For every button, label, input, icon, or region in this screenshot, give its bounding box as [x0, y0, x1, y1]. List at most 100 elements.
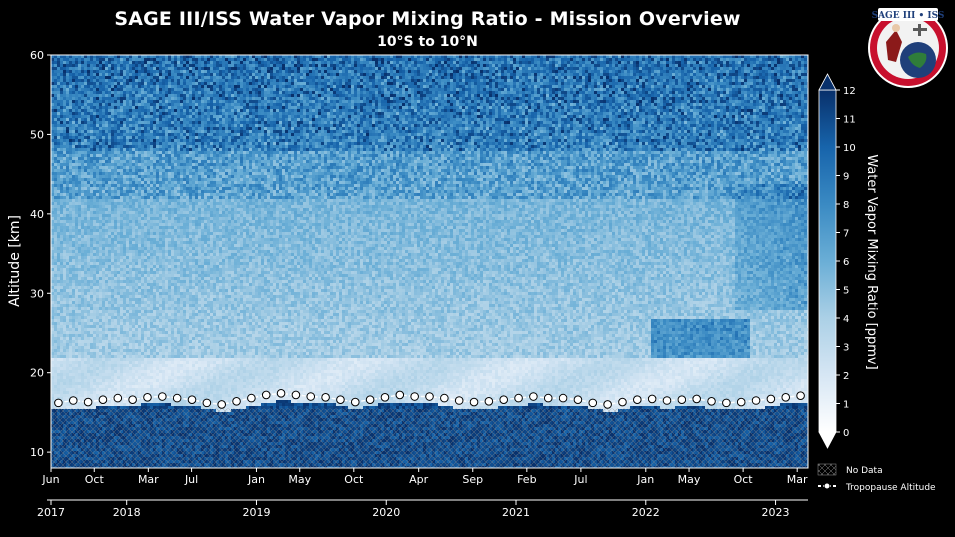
- heatmap-cell: [87, 337, 90, 340]
- heatmap-cell: [141, 259, 144, 262]
- heatmap-cell: [126, 154, 129, 157]
- heatmap-cell: [93, 103, 96, 106]
- heatmap-cell: [108, 253, 111, 256]
- heatmap-cell: [132, 319, 135, 322]
- heatmap-cell: [120, 403, 123, 406]
- heatmap-cell: [99, 253, 102, 256]
- heatmap-cell: [57, 244, 60, 247]
- heatmap-cell: [102, 343, 105, 346]
- heatmap-cell: [105, 259, 108, 262]
- heatmap-cell: [117, 352, 120, 355]
- heatmap-cell: [138, 319, 141, 322]
- heatmap-cell: [144, 292, 147, 295]
- heatmap-cell: [111, 115, 114, 118]
- heatmap-cell: [69, 223, 72, 226]
- heatmap-cell: [99, 187, 102, 190]
- heatmap-cell: [123, 295, 126, 298]
- heatmap-cell: [138, 214, 141, 217]
- heatmap-cell: [126, 355, 129, 358]
- heatmap-cell: [111, 154, 114, 157]
- heatmap-cell: [72, 340, 75, 343]
- heatmap-cell: [81, 229, 84, 232]
- heatmap-cell: [72, 70, 75, 73]
- heatmap-cell: [96, 151, 99, 154]
- heatmap-cell: [126, 187, 129, 190]
- heatmap-cell: [81, 331, 84, 334]
- heatmap-cell: [60, 247, 63, 250]
- heatmap-cell: [90, 256, 93, 259]
- heatmap-cell: [60, 241, 63, 244]
- heatmap-cell: [141, 355, 144, 358]
- heatmap-cell: [144, 88, 147, 91]
- heatmap-cell: [156, 217, 159, 220]
- heatmap-cell: [147, 202, 150, 205]
- heatmap-cell: [75, 292, 78, 295]
- heatmap-cell: [87, 334, 90, 337]
- heatmap-cell: [90, 199, 93, 202]
- heatmap-cell: [66, 61, 69, 64]
- heatmap-cell: [108, 199, 111, 202]
- heatmap-cell: [90, 169, 93, 172]
- heatmap-cell: [129, 94, 132, 97]
- heatmap-cell: [63, 166, 66, 169]
- heatmap-cell: [78, 340, 81, 343]
- heatmap-cell: [54, 160, 57, 163]
- heatmap-cell: [90, 67, 93, 70]
- heatmap-cell: [81, 142, 84, 145]
- heatmap-cell: [147, 295, 150, 298]
- heatmap-cell: [81, 253, 84, 256]
- heatmap-cell: [123, 388, 126, 391]
- heatmap-cell: [63, 193, 66, 196]
- heatmap-cell: [69, 340, 72, 343]
- heatmap-cell: [114, 193, 117, 196]
- heatmap-cell: [138, 328, 141, 331]
- heatmap-cell: [123, 400, 126, 403]
- heatmap-cell: [54, 169, 57, 172]
- heatmap-cell: [129, 292, 132, 295]
- heatmap-cell: [114, 298, 117, 301]
- heatmap-cell: [144, 115, 147, 118]
- heatmap-cell: [126, 283, 129, 286]
- heatmap-cell: [54, 211, 57, 214]
- heatmap-cell: [93, 184, 96, 187]
- heatmap-cell: [153, 280, 156, 283]
- heatmap-cell: [102, 379, 105, 382]
- heatmap-cell: [123, 61, 126, 64]
- heatmap-cell: [57, 241, 60, 244]
- heatmap-cell: [114, 94, 117, 97]
- heatmap-cell: [75, 289, 78, 292]
- heatmap-cell: [132, 127, 135, 130]
- heatmap-cell: [84, 394, 87, 397]
- heatmap-cell: [150, 118, 153, 121]
- heatmap-cell: [111, 247, 114, 250]
- heatmap-cell: [72, 58, 75, 61]
- heatmap-cell: [114, 346, 117, 349]
- heatmap-cell: [156, 358, 159, 361]
- heatmap-cell: [87, 79, 90, 82]
- heatmap-cell: [144, 103, 147, 106]
- heatmap-cell: [126, 271, 129, 274]
- heatmap-cell: [57, 148, 60, 151]
- heatmap-cell: [90, 151, 93, 154]
- heatmap-cell: [93, 226, 96, 229]
- heatmap-cell: [63, 235, 66, 238]
- heatmap-cell: [57, 64, 60, 67]
- heatmap-cell: [150, 400, 153, 403]
- heatmap-cell: [102, 361, 105, 364]
- heatmap-cell: [126, 256, 129, 259]
- heatmap-cell: [90, 82, 93, 85]
- heatmap-cell: [63, 94, 66, 97]
- heatmap-cell: [135, 160, 138, 163]
- heatmap-cell: [69, 58, 72, 61]
- heatmap-cell: [57, 178, 60, 181]
- heatmap-cell: [57, 73, 60, 76]
- heatmap-cell: [93, 130, 96, 133]
- heatmap-cell: [63, 202, 66, 205]
- heatmap-cell: [123, 133, 126, 136]
- heatmap-cell: [144, 172, 147, 175]
- heatmap-cell: [81, 322, 84, 325]
- heatmap-cell: [138, 157, 141, 160]
- heatmap-cell: [57, 385, 60, 388]
- heatmap-cell: [75, 343, 78, 346]
- heatmap-cell: [129, 193, 132, 196]
